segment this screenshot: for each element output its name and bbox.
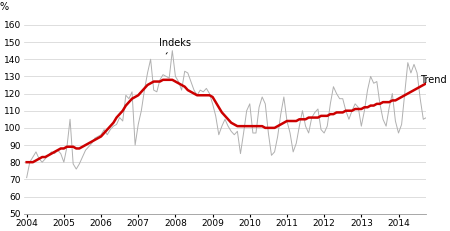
Text: Indeks: Indeks: [159, 37, 191, 54]
Text: Trend: Trend: [420, 75, 446, 85]
Text: %: %: [0, 2, 9, 12]
